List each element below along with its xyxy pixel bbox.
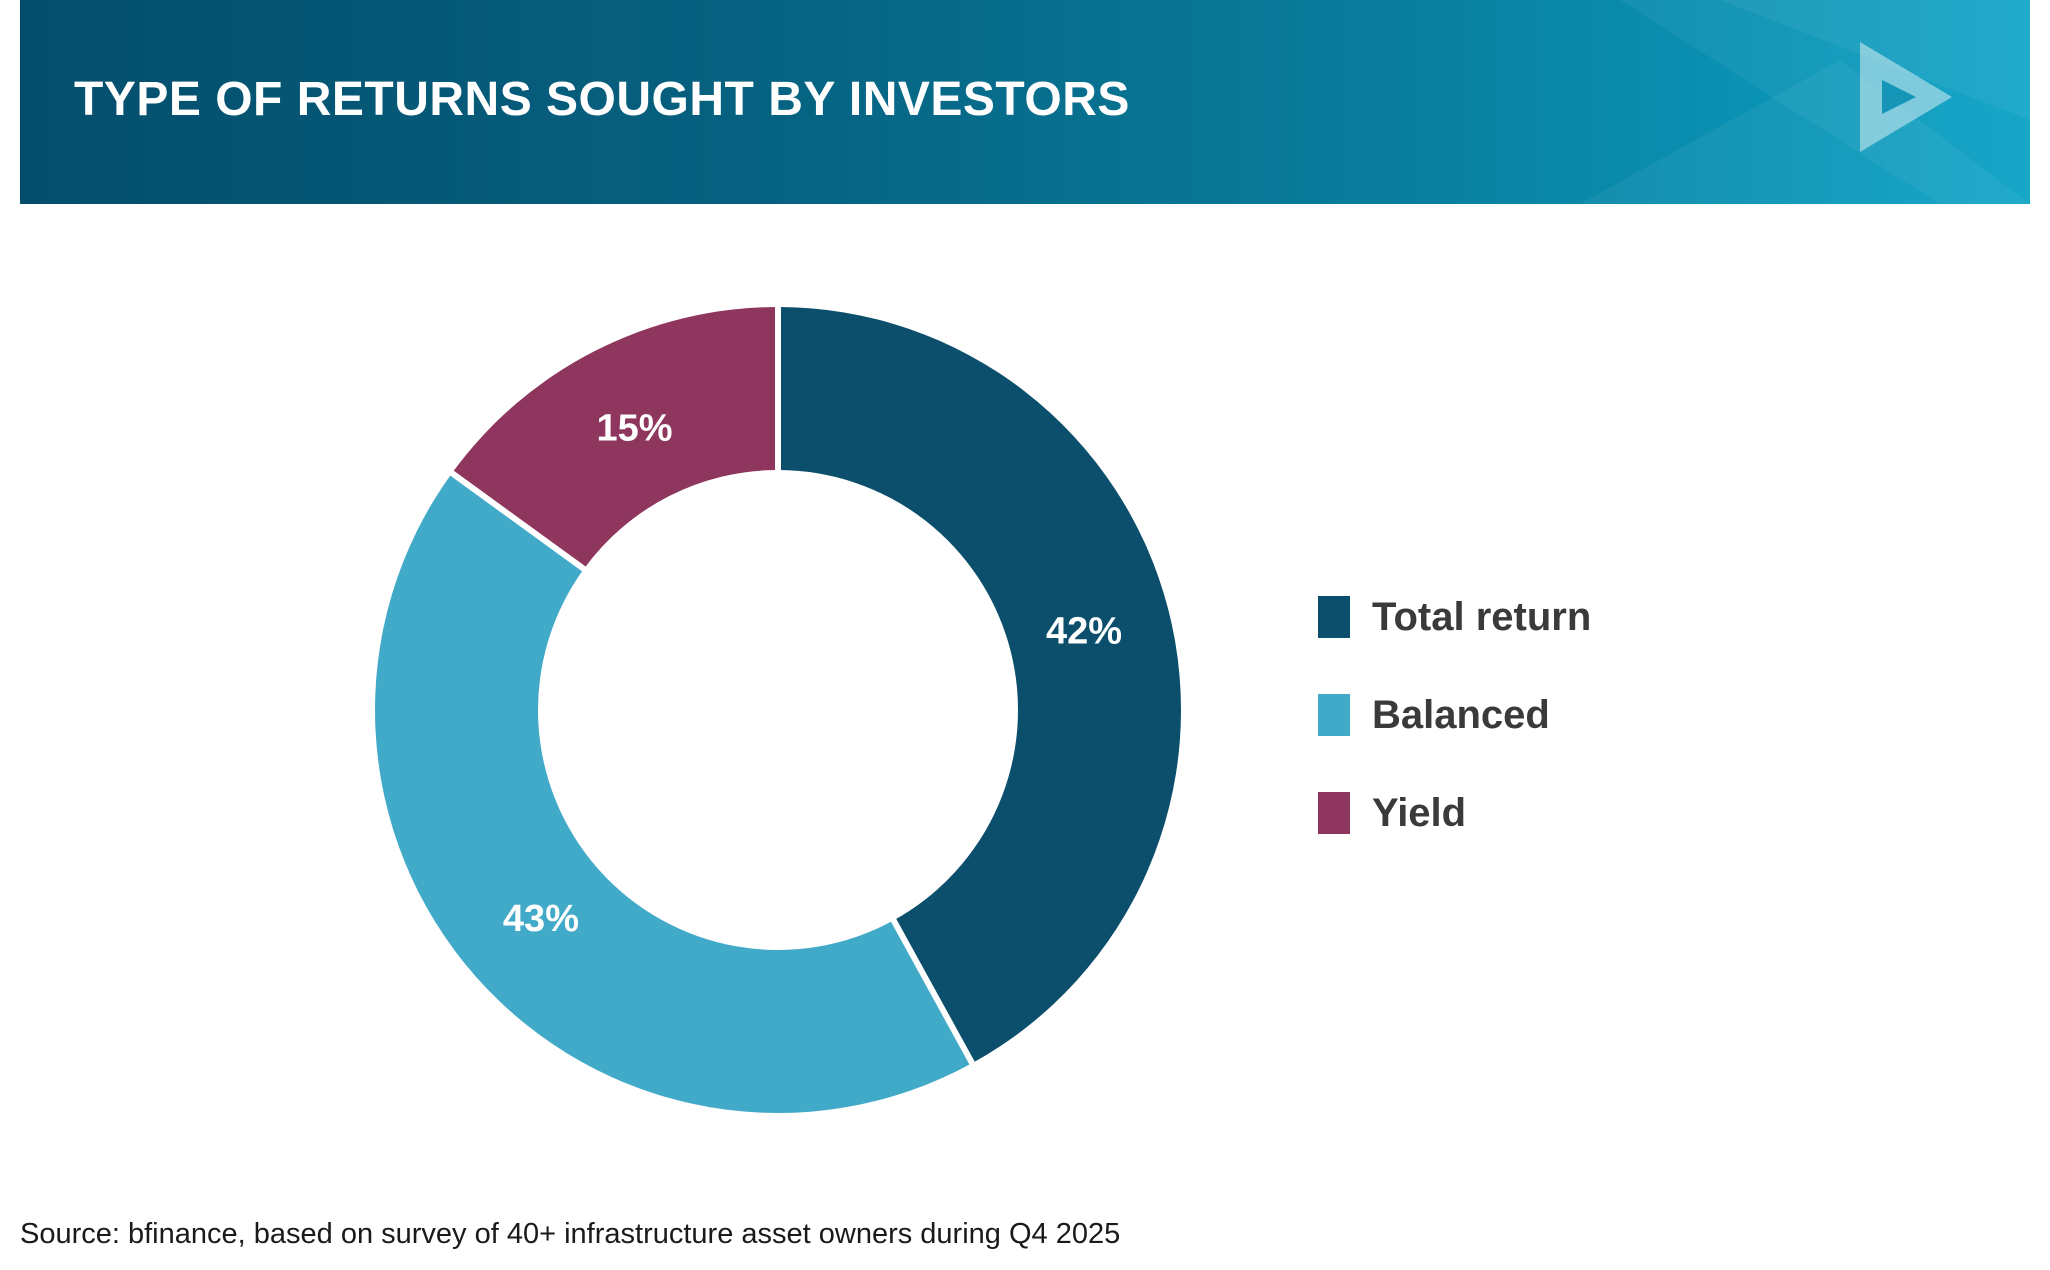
legend-label-yield: Yield — [1372, 791, 1467, 835]
legend-swatch-yield — [1318, 792, 1350, 834]
donut-value-labels: 42% 43% 15% — [503, 407, 1122, 940]
slice-value-label-yield: 15% — [597, 407, 673, 449]
slice-value-label-total-return: 42% — [1046, 610, 1122, 652]
legend-label-balanced: Balanced — [1372, 693, 1550, 737]
slice-separator — [890, 917, 976, 1067]
legend: Total return Balanced Yield — [1318, 568, 1591, 862]
source-note: Source: bfinance, based on survey of 40+… — [20, 1218, 1121, 1250]
play-triangle-icon — [1860, 42, 1952, 152]
legend-item-yield: Yield — [1318, 764, 1591, 862]
chart-title: TYPE OF RETURNS SOUGHT BY INVESTORS — [74, 73, 1130, 126]
donut-slice-balanced — [375, 473, 973, 1114]
donut-slice-total-return — [778, 307, 1181, 1064]
legend-label-total-return: Total return — [1372, 595, 1592, 639]
slice-value-label-balanced: 43% — [503, 898, 579, 940]
header-banner: TYPE OF RETURNS SOUGHT BY INVESTORS — [20, 0, 2030, 204]
banner-decoration — [1580, 0, 2030, 204]
slice-separator — [448, 469, 588, 573]
legend-item-total-return: Total return — [1318, 568, 1591, 666]
donut-slices — [375, 305, 1181, 1114]
donut-slice-yield — [451, 307, 778, 569]
legend-swatch-balanced — [1318, 694, 1350, 736]
legend-swatch-total-return — [1318, 596, 1350, 638]
legend-item-balanced: Balanced — [1318, 666, 1591, 764]
